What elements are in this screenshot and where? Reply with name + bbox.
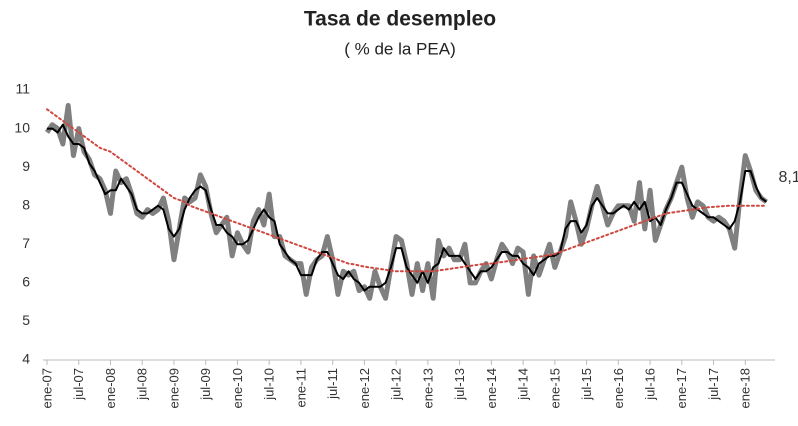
y-tick-label: 11 bbox=[15, 81, 30, 97]
y-tick-label: 4 bbox=[22, 351, 30, 367]
x-tick-label: jul-17 bbox=[706, 368, 721, 401]
x-tick-label: jul-08 bbox=[135, 368, 150, 401]
x-tick-label: ene-18 bbox=[738, 368, 753, 408]
x-tick-label: ene-11 bbox=[293, 368, 308, 408]
x-tick-label: jul-07 bbox=[71, 368, 86, 401]
chart-subtitle: ( % de la PEA) bbox=[344, 39, 456, 58]
x-tick-label: ene-12 bbox=[357, 368, 372, 408]
x-tick-label: ene-15 bbox=[547, 368, 562, 408]
y-tick-label: 8 bbox=[22, 196, 30, 212]
y-tick-label: 6 bbox=[22, 274, 30, 290]
x-tick-label: ene-08 bbox=[103, 368, 118, 408]
x-tick-label: ene-14 bbox=[484, 368, 499, 408]
x-tick-label: jul-12 bbox=[389, 368, 404, 401]
y-tick-label: 5 bbox=[22, 312, 30, 328]
x-tick-label: ene-07 bbox=[39, 368, 54, 408]
series-line bbox=[47, 123, 768, 292]
series-line bbox=[46, 108, 768, 273]
y-tick-label: 10 bbox=[14, 119, 30, 135]
x-tick-label: ene-09 bbox=[166, 368, 181, 408]
data-label: 8,1 bbox=[778, 169, 798, 186]
x-tick-label: jul-11 bbox=[325, 368, 340, 400]
y-tick-label: 7 bbox=[22, 235, 30, 251]
x-tick-label: jul-15 bbox=[579, 368, 594, 401]
x-tick-label: ene-13 bbox=[420, 368, 435, 408]
x-tick-label: jul-10 bbox=[262, 368, 277, 401]
x-tick-label: ene-16 bbox=[611, 368, 626, 408]
chart-title: Tasa de desempleo bbox=[304, 8, 496, 31]
x-tick-label: jul-16 bbox=[642, 368, 657, 401]
y-tick-label: 9 bbox=[22, 158, 30, 174]
x-tick-label: ene-10 bbox=[230, 368, 245, 408]
x-tick-label: jul-13 bbox=[452, 368, 467, 401]
x-tick-label: jul-14 bbox=[516, 368, 531, 401]
series-line bbox=[44, 102, 768, 301]
x-tick-label: ene-17 bbox=[674, 368, 689, 408]
x-tick-label: jul-09 bbox=[198, 368, 213, 401]
